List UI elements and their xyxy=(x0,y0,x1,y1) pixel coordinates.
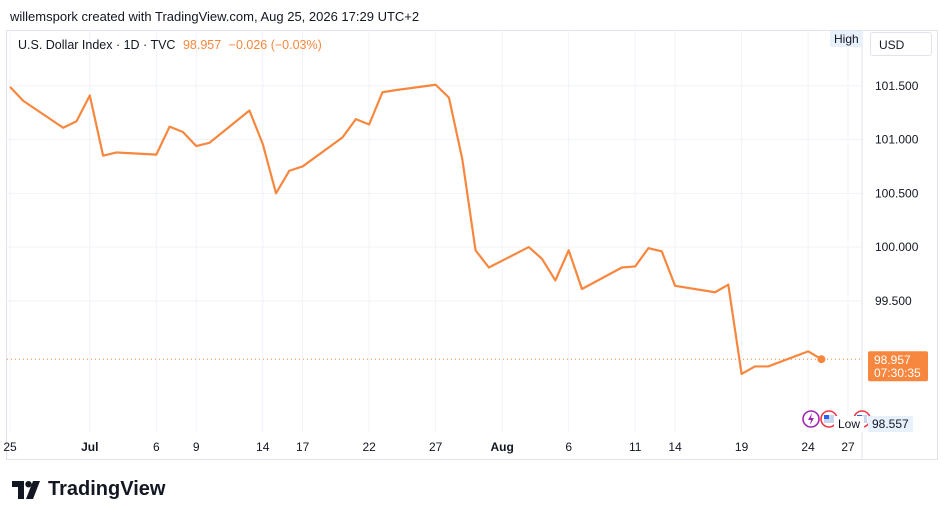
time-tick-label: Aug xyxy=(490,440,513,454)
time-tick-label: 11 xyxy=(629,440,642,454)
lightning-event-icon[interactable] xyxy=(802,410,820,428)
price-tick-label: 99.500 xyxy=(875,294,912,308)
price-tick-label: 100.000 xyxy=(875,240,919,254)
time-tick-label: 17 xyxy=(296,440,310,454)
last-price-point xyxy=(817,355,826,364)
high-marker-label: High xyxy=(830,31,863,47)
price-tick-label: 100.500 xyxy=(875,186,919,200)
currency-selector[interactable]: USD xyxy=(870,32,932,56)
time-tick-label: 19 xyxy=(735,440,749,454)
grid-lines xyxy=(7,31,862,432)
time-tick-label: 24 xyxy=(801,440,815,454)
symbol-title: U.S. Dollar Index · 1D · TVC xyxy=(18,38,176,52)
time-tick-label: 14 xyxy=(256,440,270,454)
bar-countdown: 07:30:35 xyxy=(874,366,921,380)
time-tick-label: 22 xyxy=(362,440,376,454)
price-axis: 99.500 100.000 100.500 101.000 101.500 xyxy=(861,31,919,459)
time-tick-label: 6 xyxy=(153,440,160,454)
time-tick-label: 6 xyxy=(565,440,572,454)
time-tick-label: 25 xyxy=(3,440,17,454)
chart-frame[interactable] xyxy=(6,30,938,460)
tradingview-logo-icon xyxy=(12,480,40,499)
time-tick-label: 14 xyxy=(668,440,682,454)
legend-price: 98.957 xyxy=(182,38,222,52)
credit-header: willemspork created with TradingView.com… xyxy=(10,9,420,24)
time-tick-label: 27 xyxy=(429,440,443,454)
price-tick-label: 101.500 xyxy=(875,79,919,93)
time-tick-label: Jul xyxy=(81,440,98,454)
time-tick-label: 9 xyxy=(193,440,200,454)
time-tick-label: 27 xyxy=(841,440,855,454)
symbol-legend[interactable]: U.S. Dollar Index · 1D · TVC 98.957 −0.0… xyxy=(18,38,322,52)
us-flag-event-icon[interactable] xyxy=(820,410,838,428)
price-line xyxy=(9,83,822,376)
last-price-value: 98.957 xyxy=(874,353,911,367)
low-marker-label: Low xyxy=(834,416,865,432)
brand-name: TradingView xyxy=(48,478,166,500)
time-axis: 25 Jul 6 9 14 17 22 27 Aug 6 11 14 19 24 27 xyxy=(3,440,855,454)
tradingview-logo[interactable]: TradingView xyxy=(12,478,165,501)
legend-change: −0.026 (−0.03%) xyxy=(228,38,322,52)
low-marker-value: 98.557 xyxy=(868,416,913,432)
last-price-tag: 98.957 07:30:35 xyxy=(868,351,928,382)
price-tick-label: 101.000 xyxy=(875,133,919,147)
